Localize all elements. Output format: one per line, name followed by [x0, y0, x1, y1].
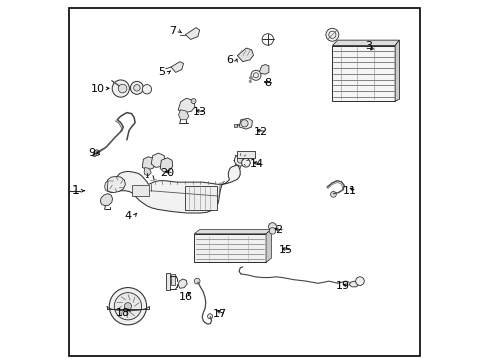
- Polygon shape: [194, 229, 271, 234]
- Circle shape: [94, 150, 100, 156]
- Polygon shape: [151, 153, 164, 167]
- Polygon shape: [185, 28, 199, 40]
- Circle shape: [118, 84, 126, 93]
- Text: 19: 19: [335, 281, 349, 291]
- Text: 12: 12: [253, 127, 267, 136]
- Circle shape: [355, 277, 364, 285]
- Circle shape: [109, 288, 146, 325]
- Polygon shape: [100, 194, 112, 206]
- Polygon shape: [234, 124, 237, 127]
- Polygon shape: [178, 98, 195, 113]
- Text: 18: 18: [115, 308, 129, 318]
- Circle shape: [207, 314, 212, 319]
- Circle shape: [93, 153, 96, 157]
- Polygon shape: [178, 279, 187, 288]
- Polygon shape: [265, 229, 271, 262]
- Circle shape: [241, 120, 247, 127]
- Text: 15: 15: [278, 245, 292, 255]
- Polygon shape: [394, 40, 399, 101]
- Circle shape: [249, 80, 251, 82]
- Polygon shape: [106, 176, 125, 193]
- Text: 9: 9: [88, 148, 95, 158]
- Polygon shape: [171, 62, 183, 72]
- Bar: [185, 186, 217, 211]
- Text: 7: 7: [169, 26, 176, 36]
- Text: 10: 10: [91, 84, 105, 94]
- Text: 16: 16: [178, 292, 192, 302]
- Polygon shape: [178, 110, 188, 120]
- Circle shape: [112, 80, 129, 97]
- Bar: [165, 273, 169, 291]
- Circle shape: [269, 228, 275, 234]
- Polygon shape: [108, 165, 240, 213]
- Text: 4: 4: [124, 211, 131, 221]
- Text: 3: 3: [364, 41, 371, 50]
- Polygon shape: [144, 167, 151, 176]
- Circle shape: [325, 28, 338, 41]
- Circle shape: [191, 99, 196, 104]
- Bar: [237, 150, 254, 158]
- Circle shape: [268, 223, 276, 230]
- Circle shape: [250, 70, 261, 80]
- Bar: [131, 185, 148, 196]
- Polygon shape: [348, 281, 358, 287]
- Polygon shape: [160, 158, 172, 172]
- Text: 5: 5: [158, 67, 165, 77]
- Text: 1: 1: [71, 184, 79, 197]
- Circle shape: [142, 85, 151, 94]
- Text: 14: 14: [249, 159, 264, 169]
- Text: 6: 6: [226, 55, 233, 65]
- Circle shape: [241, 158, 250, 167]
- Polygon shape: [239, 118, 252, 129]
- Text: 8: 8: [264, 78, 271, 88]
- Circle shape: [114, 293, 142, 320]
- Polygon shape: [332, 40, 399, 45]
- Text: 11: 11: [343, 186, 357, 196]
- Circle shape: [237, 157, 243, 163]
- Polygon shape: [258, 64, 268, 74]
- Circle shape: [249, 76, 252, 79]
- Polygon shape: [104, 181, 108, 192]
- Text: 13: 13: [192, 107, 206, 117]
- Text: 20: 20: [160, 168, 174, 178]
- Circle shape: [124, 303, 131, 310]
- Bar: [171, 274, 174, 285]
- Circle shape: [133, 85, 140, 91]
- Polygon shape: [142, 157, 155, 170]
- Bar: [332, 45, 394, 101]
- Circle shape: [130, 81, 143, 94]
- Circle shape: [194, 278, 200, 284]
- Polygon shape: [237, 48, 253, 62]
- Circle shape: [330, 192, 336, 197]
- Circle shape: [234, 154, 245, 166]
- Text: 2: 2: [274, 225, 282, 235]
- Text: 17: 17: [212, 310, 226, 319]
- Bar: [194, 234, 265, 262]
